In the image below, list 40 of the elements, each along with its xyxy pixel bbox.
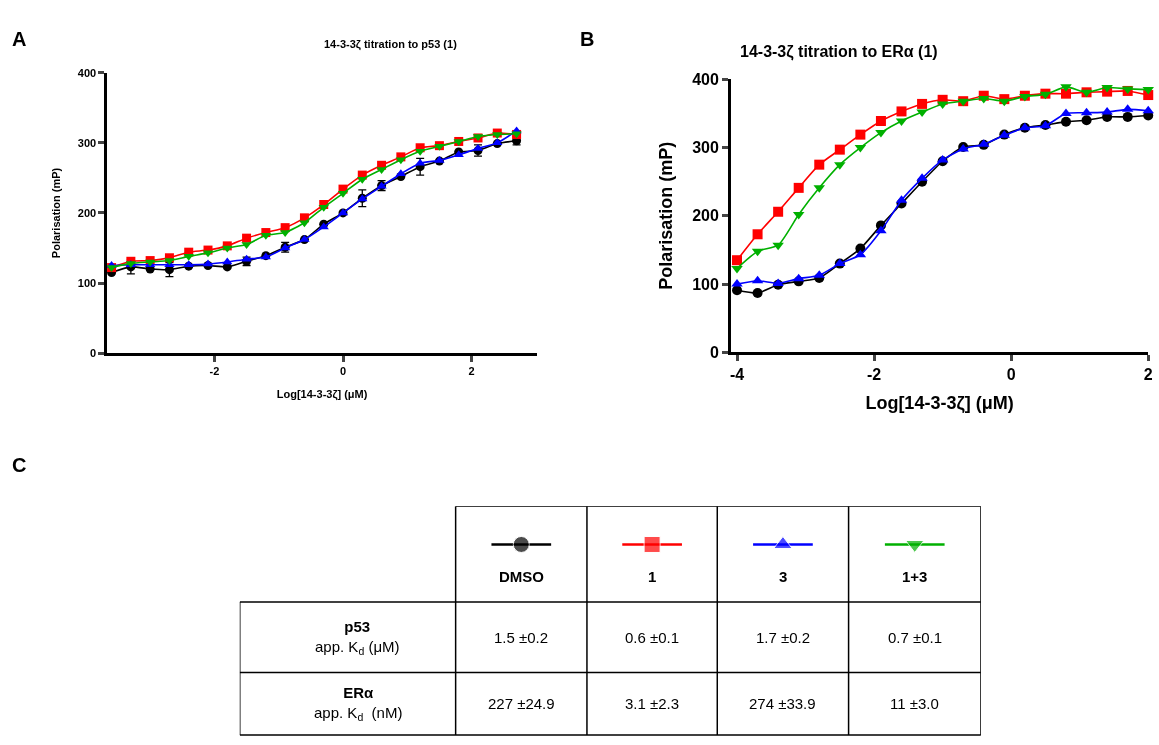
x-axis-title: Log[14-3-3ζ] (μM)	[865, 393, 1014, 415]
text: A	[12, 28, 27, 50]
y-tick-label: 0	[709, 343, 719, 361]
x-tick-label: -2	[866, 366, 882, 384]
y-axis-title: Polarisation (mP)	[656, 141, 677, 290]
x-tick-label: 0	[339, 365, 347, 378]
x-tick-label: 0	[1006, 366, 1016, 384]
y-tick-label: 200	[77, 206, 97, 219]
text: 274 ±33.9	[749, 695, 816, 712]
text: 3.1 ±2.3	[625, 695, 680, 712]
text: C	[12, 454, 27, 476]
y-tick-label: 200	[692, 207, 719, 225]
y-tick-label: 300	[77, 136, 97, 149]
x-tick-label: 2	[468, 365, 475, 378]
y-axis-title: Polarisation (mP)	[50, 167, 63, 259]
category-label: p53 app. K$_{d}$ (μM)	[315, 618, 400, 657]
text: 0.6 ±0.1	[625, 629, 680, 646]
y-tick-label: 400	[77, 66, 97, 79]
category-label: 3	[779, 568, 788, 585]
category-label: 1+3	[902, 568, 928, 585]
x-tick-label: -2	[209, 365, 220, 378]
category-label: DMSO	[499, 568, 545, 585]
y-tick-label: 0	[90, 346, 97, 359]
y-tick-label: 400	[692, 70, 719, 88]
category-label: 1	[648, 568, 657, 585]
y-tick-label: 100	[77, 276, 97, 289]
text: 11 ±3.0	[890, 695, 939, 712]
chart-title: 14-3-3ζ titration to ERα (1)	[740, 43, 938, 61]
category-label: ERα app. K$_{d}$ (nM)	[314, 684, 403, 723]
x-tick-label: 2	[1143, 366, 1153, 384]
x-tick-label: -4	[729, 366, 745, 384]
text: 1.7 ±0.2	[756, 629, 811, 646]
y-tick-label: 100	[692, 275, 719, 293]
y-tick-label: 300	[692, 139, 719, 157]
text: 1.5 ±0.2	[494, 629, 549, 646]
chart-title: 14-3-3ζ titration to p53 (1)	[324, 38, 458, 51]
text: 0.7 ±0.1	[888, 629, 943, 646]
text: 227 ±24.9	[488, 695, 555, 712]
text: B	[580, 28, 595, 50]
x-axis-title: Log[14-3-3ζ] (μM)	[276, 388, 368, 402]
